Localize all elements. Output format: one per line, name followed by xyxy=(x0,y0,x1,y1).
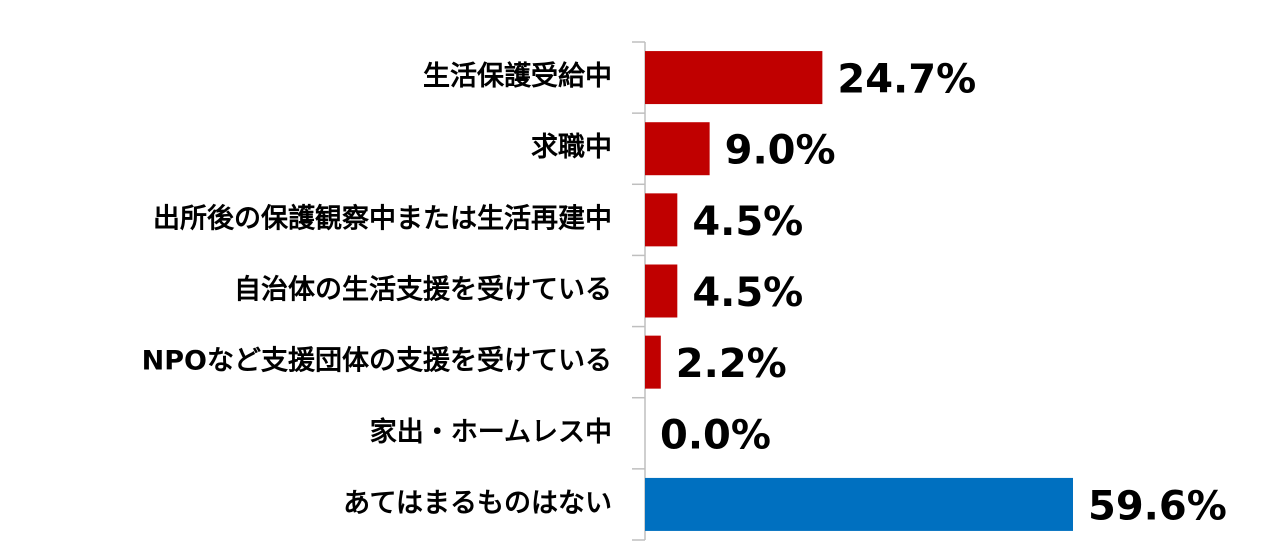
value-label: 4.5% xyxy=(692,199,803,245)
bar xyxy=(645,51,823,105)
value-label: 4.5% xyxy=(692,270,803,316)
value-label: 9.0% xyxy=(725,128,836,174)
category-label: 自治体の生活支援を受けている xyxy=(234,274,612,306)
value-label: 2.2% xyxy=(676,341,787,387)
bar xyxy=(645,193,678,247)
category-label: あてはまるものはない xyxy=(343,488,612,519)
bar xyxy=(645,264,678,318)
value-label: 24.7% xyxy=(837,57,976,103)
category-label: 家出・ホームレス中 xyxy=(370,416,612,448)
value-label: 59.6% xyxy=(1088,483,1227,529)
category-label: 求職中 xyxy=(531,132,612,163)
bar xyxy=(645,122,710,176)
bar xyxy=(645,477,1073,531)
bar xyxy=(645,335,661,389)
category-label: 生活保護受給中 xyxy=(423,60,612,92)
value-label: 0.0% xyxy=(660,412,771,458)
category-label: NPOなど支援団体の支援を受けている xyxy=(142,345,612,377)
category-label: 出所後の保護観察中または生活再建中 xyxy=(153,202,612,234)
